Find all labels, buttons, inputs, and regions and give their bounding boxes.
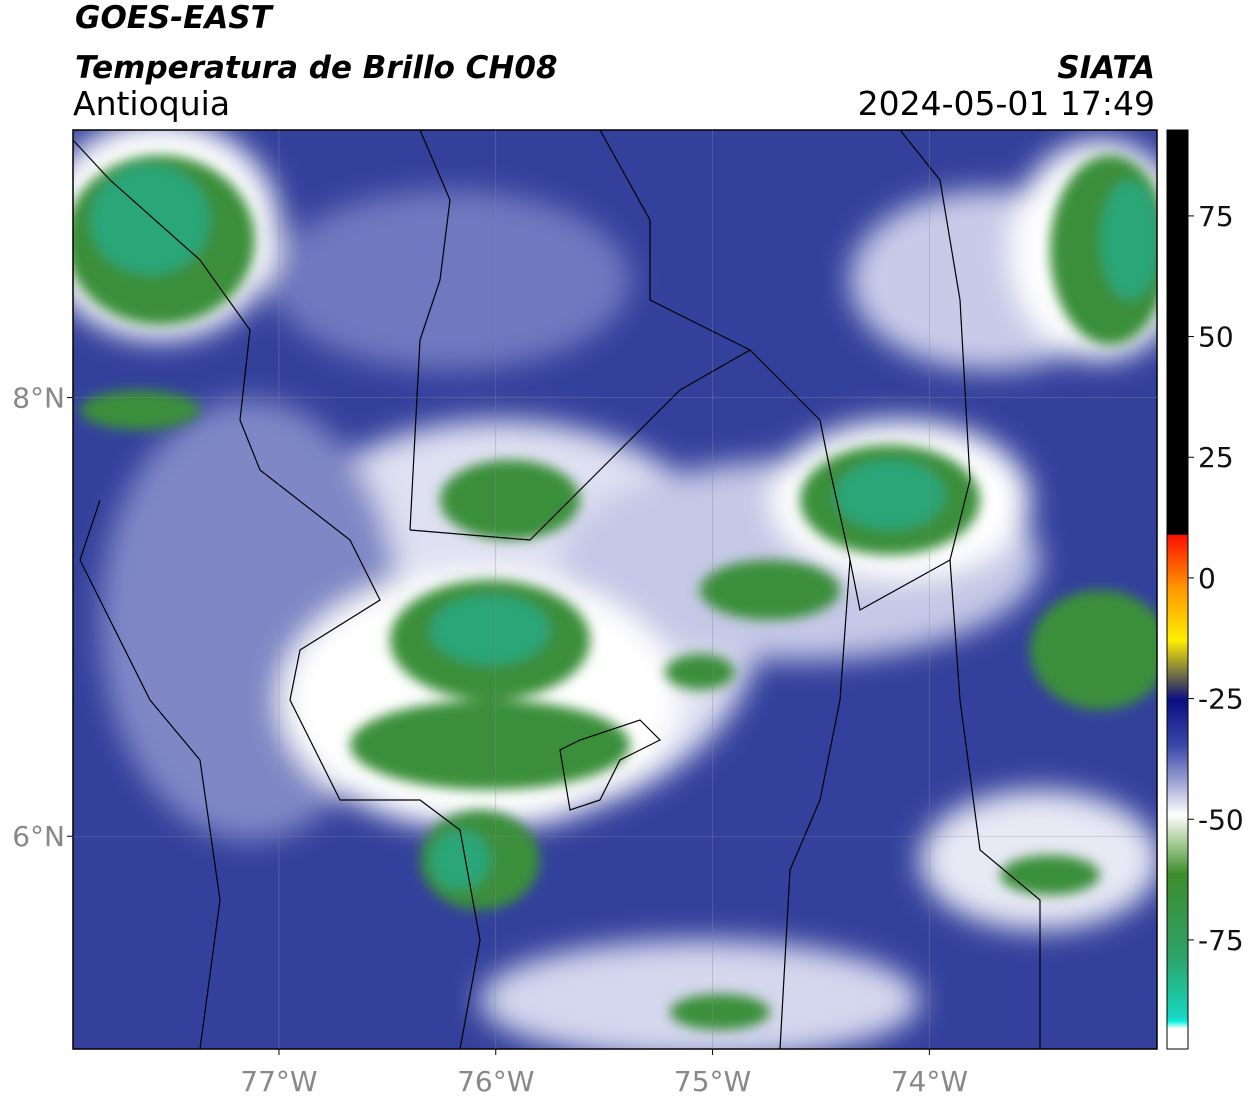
subtitle: Temperatura de Brillo CH08 xyxy=(75,50,558,86)
source: SIATA xyxy=(1057,50,1155,86)
colorbar-tick-label: 75 xyxy=(1198,200,1234,233)
colorbar-tick-label: -75 xyxy=(1198,924,1244,957)
datetime: 2024-05-01 17:49 xyxy=(858,84,1155,123)
title: GOES-EAST xyxy=(75,0,275,36)
borders xyxy=(73,130,1041,1049)
cold-tops xyxy=(73,155,1157,1030)
cloud-field xyxy=(73,130,1157,1049)
x-tick-label: 76°W xyxy=(457,1065,534,1098)
y-tick-label: 8°N xyxy=(12,382,65,415)
colorbar xyxy=(1166,129,1189,1050)
colorbar-tick-label: -25 xyxy=(1198,683,1244,716)
colorbar-tick-label: 0 xyxy=(1198,562,1216,595)
region: Antioquia xyxy=(73,84,230,123)
y-tick-label: 6°N xyxy=(12,820,65,853)
colorbar-tick-label: 25 xyxy=(1198,441,1234,474)
x-tick-label: 75°W xyxy=(674,1065,751,1098)
map-image xyxy=(73,130,1157,1049)
map-frame xyxy=(72,129,1158,1050)
x-tick-label: 77°W xyxy=(240,1065,317,1098)
colorbar-tick-label: 50 xyxy=(1198,321,1234,354)
x-tick-label: 74°W xyxy=(891,1065,968,1098)
colorbar-tick-label: -50 xyxy=(1198,803,1244,836)
